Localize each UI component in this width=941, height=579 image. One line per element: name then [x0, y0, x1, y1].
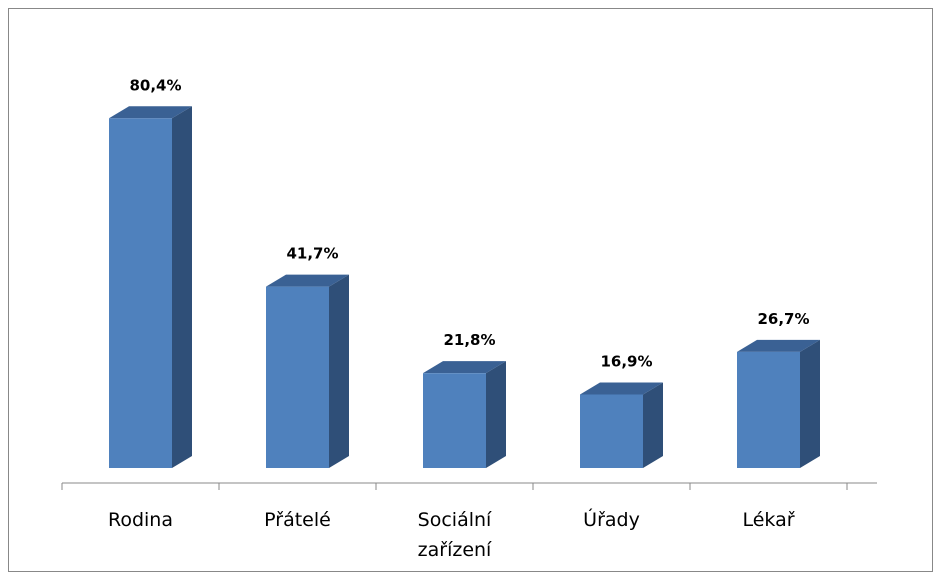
bar-top	[109, 106, 192, 119]
bar-top	[423, 361, 506, 374]
x-tick-label: Lékař	[742, 509, 795, 531]
bar-side	[329, 274, 349, 468]
bar	[580, 394, 643, 468]
bar-side	[172, 106, 192, 468]
x-tick-label: Rodina	[108, 509, 173, 531]
x-tick-label: Úřady	[583, 509, 640, 531]
data-label: 41,7%	[286, 245, 338, 263]
x-tick-label: Přátelé	[264, 509, 331, 531]
bar-side	[800, 339, 820, 468]
data-label: 16,9%	[600, 352, 652, 370]
bar	[266, 286, 329, 468]
bar-top	[580, 382, 663, 395]
bar-side	[486, 361, 506, 468]
data-label: 21,8%	[443, 331, 495, 349]
data-label: 80,4%	[129, 76, 181, 94]
bar-top	[266, 274, 349, 287]
bar-side	[643, 382, 663, 468]
bar	[423, 373, 486, 468]
data-label: 26,7%	[757, 310, 809, 328]
bar-top	[737, 339, 820, 352]
bar	[109, 118, 172, 468]
bar	[737, 351, 800, 468]
x-tick-label: Sociální zařízení	[417, 509, 492, 561]
